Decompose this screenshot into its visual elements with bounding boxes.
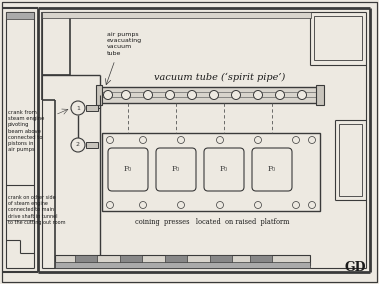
Bar bbox=[42, 12, 311, 18]
Text: P₀: P₀ bbox=[172, 165, 180, 173]
FancyBboxPatch shape bbox=[204, 148, 244, 191]
Bar bbox=[86, 105, 98, 111]
Circle shape bbox=[255, 202, 262, 208]
Bar bbox=[86, 142, 98, 148]
Circle shape bbox=[71, 138, 85, 152]
Text: P₀: P₀ bbox=[268, 165, 276, 173]
Bar bbox=[100, 87, 318, 103]
Text: coining  presses   located  on raised  platform: coining presses located on raised platfo… bbox=[135, 218, 289, 226]
Text: 2: 2 bbox=[76, 143, 80, 147]
Bar bbox=[96, 85, 102, 105]
Bar bbox=[339, 124, 362, 196]
Circle shape bbox=[139, 202, 147, 208]
Text: 1: 1 bbox=[76, 105, 80, 110]
Circle shape bbox=[144, 91, 152, 99]
FancyBboxPatch shape bbox=[252, 148, 292, 191]
Text: crank on other side
of steam engine
connected to main
drive shaft in tunnel
to t: crank on other side of steam engine conn… bbox=[8, 195, 66, 225]
Circle shape bbox=[71, 101, 85, 115]
Bar bbox=[102, 133, 320, 211]
Text: P₀: P₀ bbox=[220, 165, 228, 173]
Circle shape bbox=[232, 91, 241, 99]
Text: GD: GD bbox=[345, 261, 366, 274]
Bar bbox=[314, 16, 362, 60]
Circle shape bbox=[298, 91, 307, 99]
Circle shape bbox=[210, 91, 219, 99]
Bar bbox=[250, 255, 272, 265]
Bar bbox=[210, 255, 232, 265]
Circle shape bbox=[293, 202, 299, 208]
Circle shape bbox=[276, 91, 285, 99]
Bar bbox=[120, 255, 142, 265]
Bar bbox=[6, 12, 34, 19]
Circle shape bbox=[309, 137, 315, 143]
Circle shape bbox=[106, 137, 113, 143]
Circle shape bbox=[254, 91, 263, 99]
Text: air pumps
evacuating
vacuum
tube: air pumps evacuating vacuum tube bbox=[107, 32, 142, 56]
Bar bbox=[75, 255, 97, 265]
Circle shape bbox=[166, 91, 174, 99]
Circle shape bbox=[177, 137, 185, 143]
Circle shape bbox=[106, 202, 113, 208]
Circle shape bbox=[309, 202, 315, 208]
Text: P₀: P₀ bbox=[124, 165, 132, 173]
Circle shape bbox=[139, 137, 147, 143]
Circle shape bbox=[293, 137, 299, 143]
Circle shape bbox=[255, 137, 262, 143]
Circle shape bbox=[177, 202, 185, 208]
Bar bbox=[316, 85, 324, 105]
Circle shape bbox=[103, 91, 113, 99]
Circle shape bbox=[216, 137, 224, 143]
Text: crank from
steam engine
pivoting
beam above
connected to
pistons in
air pumps: crank from steam engine pivoting beam ab… bbox=[8, 110, 44, 152]
Bar bbox=[55, 262, 310, 268]
Text: vacuum tube (‘spirit pipe’): vacuum tube (‘spirit pipe’) bbox=[154, 73, 286, 82]
Circle shape bbox=[188, 91, 196, 99]
FancyBboxPatch shape bbox=[156, 148, 196, 191]
Bar bbox=[55, 255, 310, 265]
Circle shape bbox=[122, 91, 130, 99]
Circle shape bbox=[216, 202, 224, 208]
Bar bbox=[165, 255, 187, 265]
FancyBboxPatch shape bbox=[108, 148, 148, 191]
